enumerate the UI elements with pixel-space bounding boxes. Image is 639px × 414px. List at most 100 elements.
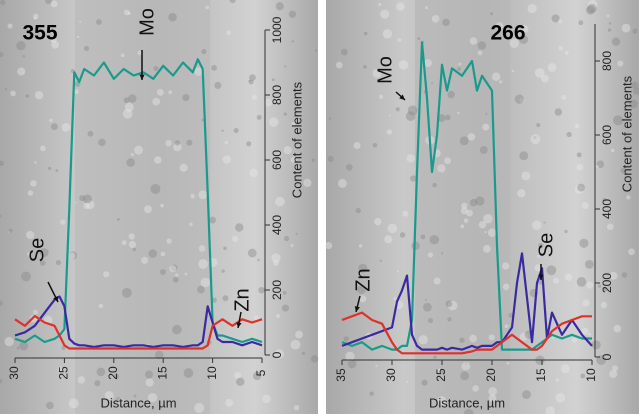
grain	[8, 230, 11, 233]
grain	[104, 390, 114, 401]
grain	[384, 235, 393, 244]
grain	[613, 115, 624, 126]
grain	[130, 152, 134, 157]
grain	[51, 37, 57, 43]
grain	[221, 129, 224, 132]
grain	[79, 20, 82, 23]
grain	[22, 54, 25, 58]
grain	[519, 97, 525, 103]
grain	[597, 284, 602, 288]
grain	[437, 114, 446, 123]
grain	[115, 396, 122, 403]
grain	[427, 252, 434, 258]
grain	[275, 314, 281, 319]
grain	[77, 376, 85, 384]
x-tick-label: 30	[384, 368, 398, 382]
grain	[79, 195, 86, 202]
grain	[582, 299, 590, 307]
grain	[68, 252, 76, 260]
grain	[150, 183, 161, 194]
grain	[83, 45, 90, 52]
grain	[7, 23, 13, 29]
grain	[576, 277, 587, 287]
grain	[251, 94, 258, 100]
grain	[628, 248, 635, 256]
grain	[596, 355, 606, 365]
grain	[491, 72, 501, 82]
grain	[587, 0, 598, 10]
grain	[137, 50, 143, 56]
grain	[85, 200, 95, 210]
grain	[595, 165, 599, 168]
grain	[254, 315, 259, 321]
grain	[407, 105, 418, 116]
grain	[275, 156, 280, 161]
grain	[591, 340, 601, 350]
grain	[617, 60, 624, 67]
grain	[96, 367, 106, 377]
grain	[554, 108, 563, 116]
grain	[504, 324, 509, 329]
grain	[543, 221, 546, 224]
grain	[560, 364, 570, 374]
grain	[121, 240, 127, 246]
grain	[271, 30, 274, 33]
grain	[346, 163, 353, 171]
grain	[345, 351, 355, 361]
grain	[0, 0, 6, 6]
grain	[586, 281, 594, 289]
grain	[55, 169, 59, 172]
grain	[461, 361, 471, 371]
grain	[73, 89, 79, 95]
grain	[433, 277, 441, 285]
grain	[552, 277, 559, 284]
grain	[232, 235, 239, 242]
grain	[483, 214, 493, 224]
grain	[275, 196, 285, 207]
grain	[190, 193, 195, 199]
grain	[127, 11, 131, 16]
grain	[98, 303, 104, 309]
grain	[581, 327, 589, 335]
grain	[224, 140, 229, 145]
grain	[290, 243, 294, 248]
profile-line	[14, 295, 263, 348]
grain	[172, 276, 179, 283]
grain	[479, 146, 488, 155]
grain	[379, 259, 382, 262]
grain	[463, 218, 469, 223]
grain	[198, 259, 209, 269]
grain	[340, 48, 348, 56]
grain	[574, 123, 580, 129]
x-axis-label: Distance, µm	[429, 395, 505, 410]
grain	[186, 139, 193, 146]
grain	[179, 163, 188, 172]
grain	[173, 142, 182, 152]
grain	[98, 138, 106, 147]
grain	[197, 285, 205, 294]
arrow-head	[399, 94, 405, 100]
grain	[247, 248, 257, 258]
grain	[564, 229, 568, 234]
grain	[160, 269, 166, 275]
grain	[153, 66, 159, 71]
element-annotation: Mo	[136, 8, 158, 36]
grain	[546, 265, 557, 276]
grain	[76, 35, 80, 39]
grain	[94, 380, 101, 387]
grain	[27, 190, 34, 196]
grain	[511, 69, 515, 73]
grain	[606, 223, 614, 231]
grain	[369, 391, 374, 396]
grain	[374, 217, 382, 226]
grain	[283, 146, 292, 155]
grain	[561, 94, 567, 100]
grain	[578, 20, 584, 26]
grain	[124, 102, 134, 112]
grain	[194, 67, 204, 76]
grain	[143, 205, 152, 214]
grain	[402, 210, 409, 217]
grain	[358, 263, 368, 273]
grain	[447, 90, 455, 99]
grain	[182, 93, 190, 102]
